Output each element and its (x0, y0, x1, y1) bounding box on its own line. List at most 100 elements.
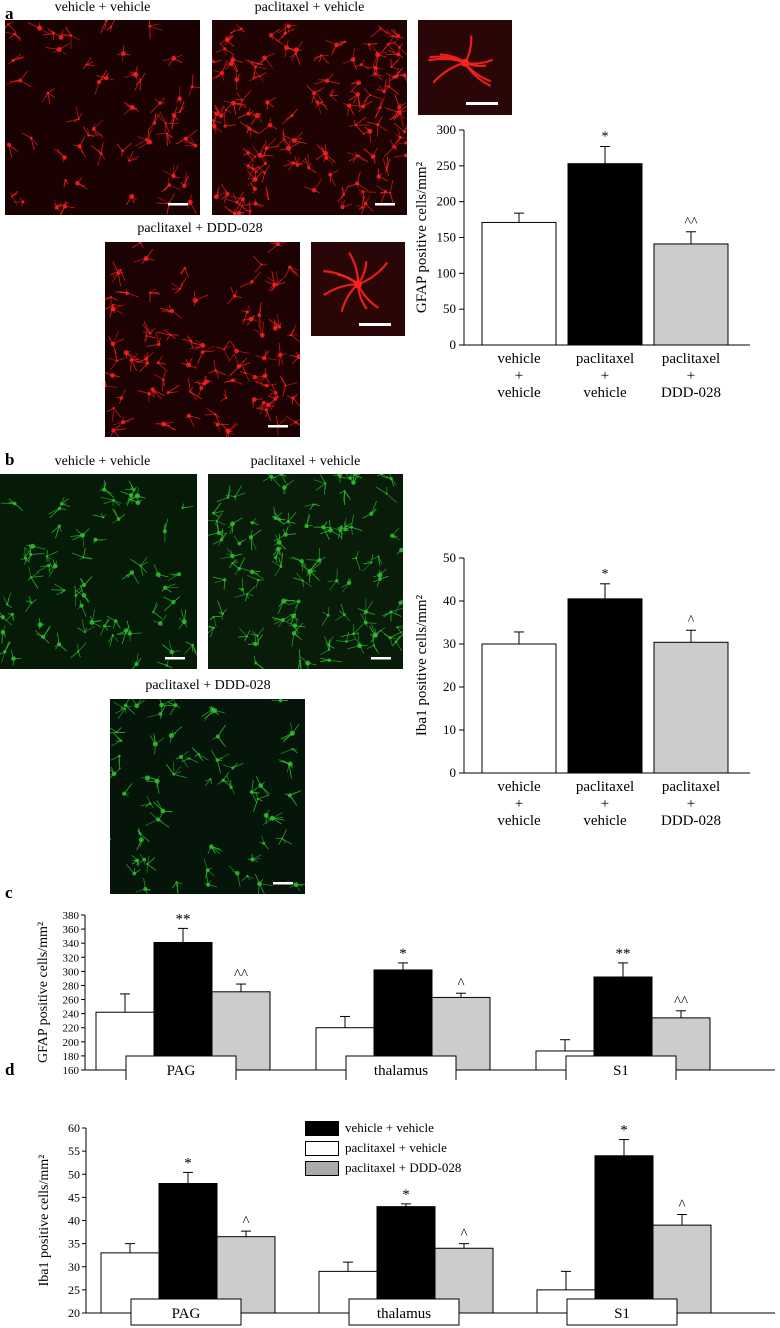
cell-process (176, 86, 182, 104)
cell-process (343, 102, 355, 117)
cell-process (252, 144, 273, 158)
cell-process (273, 507, 285, 525)
cell-process (167, 572, 182, 581)
cell-process (286, 604, 299, 623)
cell-process (181, 503, 194, 509)
cell-process (111, 261, 124, 287)
cell-process (70, 528, 90, 548)
cell-process (175, 750, 189, 768)
y-tick-label: 220 (63, 1023, 80, 1035)
category-label: thalamus (377, 1306, 431, 1322)
cell-process (271, 614, 292, 628)
significance-mark: ^ (460, 1227, 467, 1243)
category-box (345, 1055, 457, 1080)
legend: vehicle + vehicle paclitaxel + vehicle p… (305, 1118, 535, 1178)
bar (481, 643, 557, 774)
iba1-image-paclitaxel-vehicle (208, 474, 403, 669)
y-tick-label: 50 (443, 301, 456, 316)
cell-process (145, 811, 170, 828)
cell-process (136, 833, 144, 851)
category-box (130, 1298, 242, 1326)
cell-process (337, 185, 349, 203)
cell-process (236, 202, 245, 215)
bar (653, 243, 729, 346)
y-tick-label: 200 (437, 194, 457, 209)
cell-process (284, 131, 307, 145)
legend-item: paclitaxel + DDD-028 (305, 1158, 535, 1178)
legend-label: vehicle + vehicle (345, 1120, 434, 1135)
cell-process (223, 762, 244, 770)
cell-process (370, 555, 383, 567)
cell-process (170, 276, 187, 294)
cell-process (249, 779, 260, 804)
cell-process (153, 614, 167, 627)
cell-process (370, 24, 391, 38)
cell-process (211, 502, 225, 518)
cell-process (348, 116, 370, 136)
significance-mark: ^ (688, 613, 695, 628)
category-label: vehicle (497, 779, 541, 795)
cell-process (373, 568, 387, 578)
cell-process (127, 151, 139, 162)
cell-process (71, 548, 93, 561)
cell-process (253, 791, 269, 812)
cell-process (259, 118, 278, 134)
cell-process (389, 111, 404, 127)
cell-process (335, 631, 356, 643)
cell-process (51, 583, 66, 596)
cell-process (156, 356, 168, 373)
cell-process (160, 305, 183, 319)
cell-process (350, 96, 373, 113)
cell-process (215, 340, 231, 362)
cell-process (263, 138, 280, 158)
category-label: + (515, 368, 523, 384)
cell-process (116, 45, 131, 62)
cell-process (272, 546, 283, 557)
cell-process (340, 623, 364, 638)
cell-process (282, 109, 298, 125)
cell-process (0, 498, 24, 512)
cell-process (217, 600, 228, 620)
cell-process (376, 78, 387, 94)
iba1-image-vehicle-vehicle (0, 474, 197, 669)
cell-process (286, 324, 300, 343)
cell-process (242, 198, 265, 208)
cell-process (203, 858, 215, 879)
cell-process (116, 142, 132, 157)
cell-process (131, 653, 142, 669)
y-axis-label: GFAP positive cells/mm² (36, 922, 51, 1063)
bar (653, 641, 729, 774)
cell-process (226, 286, 242, 305)
cell-process (253, 655, 265, 669)
cell-process (381, 41, 398, 53)
cell-process (340, 200, 353, 210)
cell-process (304, 503, 321, 511)
cell-process (327, 568, 340, 591)
cell-process (7, 53, 25, 65)
y-axis-label: GFAP positive cells/mm² (414, 161, 430, 313)
cell-process (237, 108, 262, 119)
cell-process (184, 641, 197, 656)
cell-process (0, 611, 13, 626)
cell-process (278, 25, 295, 41)
cell-process (384, 76, 400, 95)
cell-process (323, 636, 335, 649)
cell-process (230, 195, 245, 212)
scale-bar (268, 425, 288, 428)
category-label: S1 (613, 1063, 629, 1079)
cell-process (254, 156, 268, 173)
cell-process (75, 176, 88, 190)
cell-process (25, 596, 37, 613)
cell-process (315, 93, 328, 111)
gfap-inset-1 (418, 20, 512, 115)
cell-process (210, 749, 230, 773)
cell-process (390, 28, 401, 38)
category-label: paclitaxel (662, 351, 720, 367)
cell-process (250, 518, 259, 526)
cell-process (281, 760, 292, 779)
cell-process (244, 59, 267, 80)
cell-process (133, 249, 155, 265)
cell-process (115, 288, 139, 298)
y-tick-label: 180 (63, 1051, 80, 1063)
cell-process (5, 21, 17, 33)
